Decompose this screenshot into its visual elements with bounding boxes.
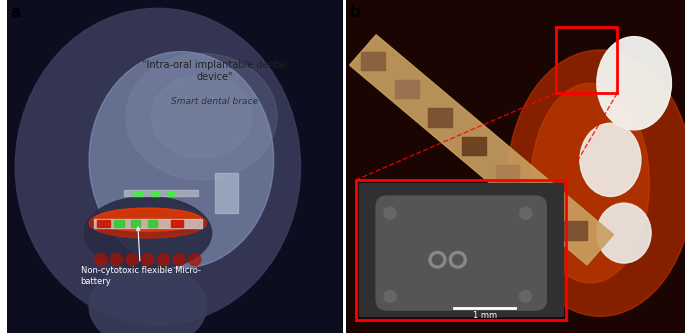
Text: "Intra-oral implantable dental
device": "Intra-oral implantable dental device" xyxy=(142,60,288,82)
Circle shape xyxy=(95,254,107,266)
Circle shape xyxy=(519,290,532,302)
Bar xyxy=(496,165,519,183)
Bar xyxy=(556,27,617,93)
Text: Non-cytotoxic flexible Micro-
battery: Non-cytotoxic flexible Micro- battery xyxy=(81,227,201,286)
Bar xyxy=(114,220,124,227)
Bar xyxy=(361,52,385,70)
Circle shape xyxy=(384,290,396,302)
Circle shape xyxy=(173,254,185,266)
Ellipse shape xyxy=(597,37,671,130)
Text: a: a xyxy=(10,5,21,20)
Text: 1 mm: 1 mm xyxy=(473,311,497,320)
Polygon shape xyxy=(349,35,614,265)
Ellipse shape xyxy=(89,265,207,333)
Circle shape xyxy=(126,254,138,266)
Bar xyxy=(171,220,177,227)
Bar xyxy=(94,219,201,228)
Ellipse shape xyxy=(84,196,212,270)
Ellipse shape xyxy=(580,123,641,196)
Ellipse shape xyxy=(151,75,252,158)
Circle shape xyxy=(429,251,446,268)
Circle shape xyxy=(449,251,466,268)
Ellipse shape xyxy=(89,52,274,268)
Circle shape xyxy=(142,254,154,266)
Bar xyxy=(462,137,486,155)
Bar xyxy=(131,220,140,227)
Bar xyxy=(563,221,586,240)
Bar xyxy=(428,108,452,127)
Ellipse shape xyxy=(507,50,685,316)
Bar xyxy=(395,80,419,98)
Circle shape xyxy=(110,254,123,266)
Ellipse shape xyxy=(531,83,649,283)
Ellipse shape xyxy=(94,208,201,231)
Bar xyxy=(151,191,158,196)
Ellipse shape xyxy=(597,203,651,263)
Ellipse shape xyxy=(126,53,277,180)
Bar xyxy=(148,220,158,227)
FancyBboxPatch shape xyxy=(377,196,546,310)
Bar xyxy=(104,220,110,227)
Bar xyxy=(178,220,184,227)
Bar xyxy=(356,180,566,320)
Circle shape xyxy=(432,255,443,265)
Bar xyxy=(134,191,142,196)
Bar xyxy=(215,173,238,213)
Bar xyxy=(124,190,198,196)
Bar xyxy=(168,191,175,196)
Text: Smart dental brace: Smart dental brace xyxy=(171,97,258,106)
Bar xyxy=(530,193,553,211)
Circle shape xyxy=(189,254,201,266)
Circle shape xyxy=(453,255,463,265)
Bar xyxy=(360,183,563,316)
Bar xyxy=(97,220,103,227)
Text: b: b xyxy=(349,5,360,20)
Circle shape xyxy=(384,207,396,219)
Ellipse shape xyxy=(15,8,301,325)
Circle shape xyxy=(158,254,169,266)
Ellipse shape xyxy=(89,208,207,238)
Circle shape xyxy=(519,207,532,219)
